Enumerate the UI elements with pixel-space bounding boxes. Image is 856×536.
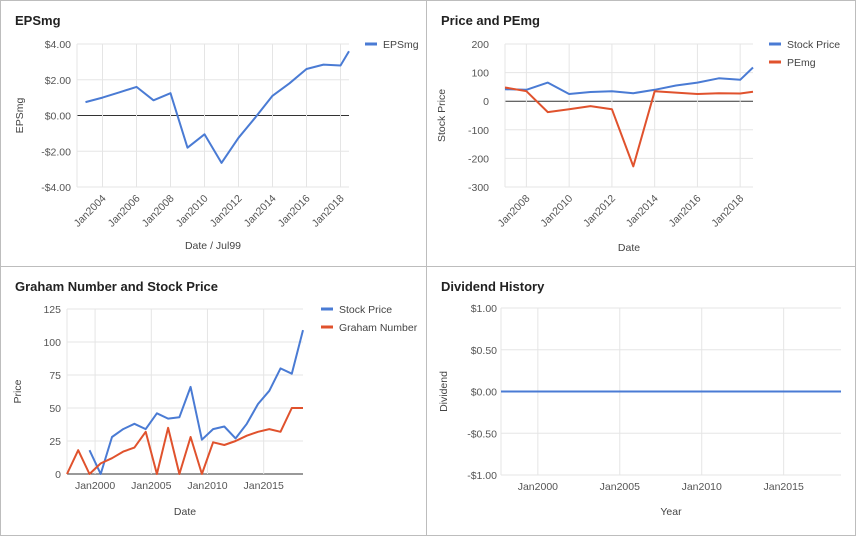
legend-label: EPSmg — [383, 39, 419, 51]
series-line — [88, 329, 304, 475]
y-tick-label: $4.00 — [45, 39, 71, 51]
x-tick-label: Jan2015 — [244, 480, 284, 492]
x-tick-label: Jan2015 — [764, 481, 804, 493]
y-axis-title: Dividend — [438, 371, 450, 412]
graham-chart-title: Graham Number and Stock Price — [15, 279, 219, 294]
y-tick-label: 25 — [49, 436, 61, 448]
y-tick-label: 0 — [55, 469, 61, 481]
x-tick-label: Jan2010 — [187, 480, 227, 492]
y-tick-label: $2.00 — [45, 75, 71, 87]
y-tick-label: $0.00 — [45, 111, 71, 123]
y-tick-label: 0 — [483, 96, 489, 108]
x-tick-label: Jan2018 — [310, 193, 347, 230]
legend-label: PEmg — [787, 57, 816, 69]
x-tick-label: Jan2014 — [624, 193, 661, 230]
y-tick-label: 100 — [43, 337, 61, 349]
x-tick-label: Jan2012 — [208, 193, 245, 230]
x-tick-label: Jan2010 — [538, 193, 575, 230]
graham-chart: 0 25 50 75 100 125 Jan2000 Jan2005 Jan2010 Jan201… — [12, 304, 418, 518]
y-tick-label: -300 — [468, 182, 489, 194]
dividend-chart-title: Dividend History — [441, 279, 545, 294]
legend-label: Stock Price — [787, 39, 840, 51]
series-line — [504, 66, 754, 95]
x-tick-label: Jan2014 — [242, 193, 279, 230]
x-axis-title: Date / Jul99 — [185, 240, 241, 252]
y-tick-label: -200 — [468, 153, 489, 165]
y-tick-label: 75 — [49, 370, 61, 382]
series-line — [504, 86, 754, 168]
y-tick-label: 50 — [49, 403, 61, 415]
x-axis-title: Date — [618, 242, 640, 254]
x-tick-label: Jan2010 — [682, 481, 722, 493]
x-tick-label: Jan2010 — [174, 193, 211, 230]
eps-chart-title: EPSmg — [15, 13, 61, 28]
x-tick-label: Jan2005 — [600, 481, 640, 493]
y-tick-label: -$0.50 — [467, 428, 497, 440]
x-tick-label: Jan2008 — [496, 193, 533, 230]
price-pe-chart-title: Price and PEmg — [441, 13, 540, 28]
eps-chart-panel: -$4.00 -$2.00 $0.00 $2.00 $4.00 Jan2004 Jan200… — [0, 0, 427, 267]
y-tick-label: 200 — [471, 39, 489, 51]
y-tick-label: $0.50 — [471, 345, 497, 357]
x-tick-label: Jan2000 — [518, 481, 558, 493]
dividend-chart: -$1.00 -$0.50 $0.00 $0.50 $1.00 Jan2000 Jan200… — [438, 303, 841, 518]
series-line — [66, 407, 303, 475]
x-tick-label: Jan2018 — [709, 193, 746, 230]
y-tick-label: 100 — [471, 68, 489, 80]
x-tick-label: Jan2012 — [581, 193, 618, 230]
x-axis-title: Date — [174, 506, 196, 518]
y-tick-label: $0.00 — [471, 387, 497, 399]
x-tick-label: Jan2006 — [106, 193, 143, 230]
dividend-chart-panel: -$1.00 -$0.50 $0.00 $0.50 $1.00 Jan2000 Jan200… — [426, 266, 856, 536]
x-tick-label: Jan2005 — [131, 480, 171, 492]
price-pe-chart: -300 -200 -100 0 100 200 Jan2008 Jan2010 Jan2012… — [436, 39, 840, 254]
x-tick-label: Jan2000 — [75, 480, 115, 492]
eps-chart: -$4.00-$2.00$0.00$2.00$4.00Jan2004Jan200… — [14, 39, 419, 252]
y-axis-title: Stock Price — [436, 89, 448, 142]
series-line — [85, 50, 350, 164]
x-tick-label: Jan2004 — [72, 193, 109, 230]
y-axis-title: EPSmg — [14, 98, 26, 134]
legend-label: Graham Number — [339, 322, 418, 334]
x-tick-label: Jan2016 — [276, 193, 313, 230]
y-tick-label: -$4.00 — [41, 182, 71, 194]
y-tick-label: -$1.00 — [467, 470, 497, 482]
y-tick-label: 125 — [43, 304, 61, 316]
y-tick-label: -$2.00 — [41, 146, 71, 158]
x-tick-label: Jan2008 — [140, 193, 177, 230]
x-axis-title: Year — [660, 506, 682, 518]
legend-label: Stock Price — [339, 304, 392, 316]
price-pe-chart-panel: -300 -200 -100 0 100 200 Jan2008 Jan2010 Jan2012… — [426, 0, 856, 267]
y-tick-label: -100 — [468, 125, 489, 137]
x-tick-label: Jan2016 — [667, 193, 704, 230]
y-axis-title: Price — [12, 379, 24, 403]
graham-chart-panel: 0 25 50 75 100 125 Jan2000 Jan2005 Jan2010 Jan201… — [0, 266, 427, 536]
y-tick-label: $1.00 — [471, 303, 497, 315]
